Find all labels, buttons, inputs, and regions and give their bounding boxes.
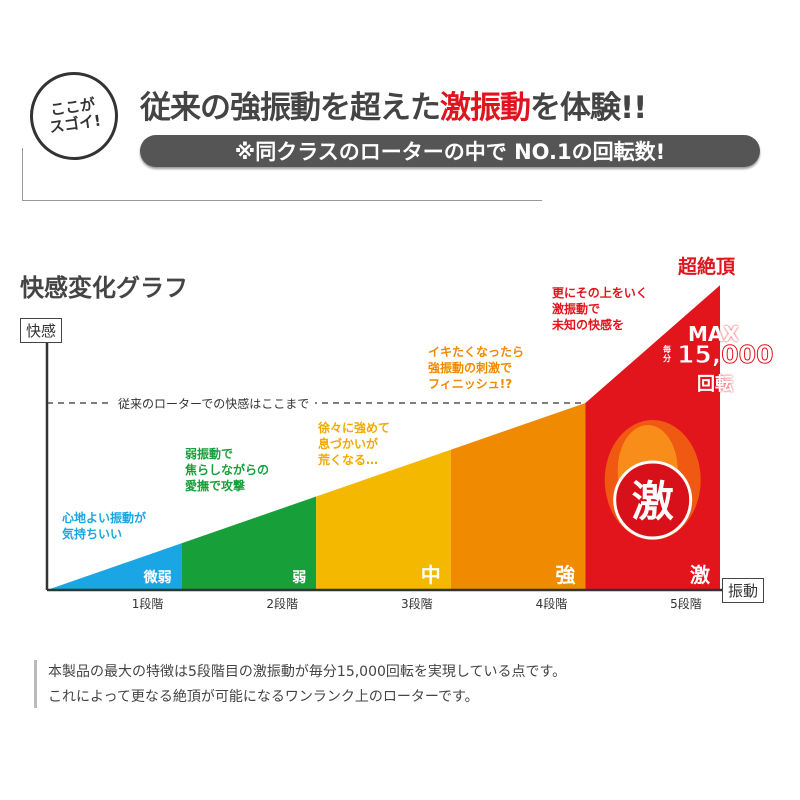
peak-label: 超絶頂 bbox=[678, 256, 736, 278]
x-tick-label: 3段階 bbox=[401, 596, 433, 611]
geki-circle bbox=[613, 460, 693, 540]
headline: 従来の強振動を超えた激振動を体験!! bbox=[140, 82, 647, 127]
geki-text: 激 bbox=[632, 477, 674, 526]
x-tick-label: 2段階 bbox=[266, 596, 298, 611]
x-tick-label: 5段階 bbox=[670, 596, 702, 611]
stage-area-1 bbox=[47, 543, 182, 590]
divider bbox=[22, 200, 542, 201]
footer-line-2: これによって更なる絶頂が可能になるワンランク上のローターです。 bbox=[48, 689, 479, 705]
reference-line-label: 従来のローターでの快感はここまで bbox=[112, 395, 316, 412]
headline-pre: 従来の強振動を超えた bbox=[140, 90, 441, 126]
stage-label: 強 bbox=[555, 563, 575, 587]
subheadline-pill: ※同クラスのローターの中で NO.1の回転数! bbox=[140, 135, 760, 167]
annotation-stage-4: イキたくなったら 強振動の刺激で フィニッシュ!? bbox=[428, 345, 525, 391]
annotation-stage-3: 徐々に強めて 息づかいが 荒くなる… bbox=[318, 421, 391, 467]
stage-area-2 bbox=[181, 496, 317, 590]
stage-label: 微弱 bbox=[143, 569, 172, 586]
stage-area-3 bbox=[316, 449, 451, 590]
headline-red: 激振動 bbox=[440, 90, 531, 126]
x-tick-label: 1段階 bbox=[132, 596, 164, 611]
x-axis-label: 振動 bbox=[722, 578, 765, 603]
max-unit-prefix: 毎分 bbox=[663, 345, 671, 363]
annotation-stage-2: 弱振動で 焦らしながらの 愛撫で攻撃 bbox=[185, 447, 270, 493]
headline-post: を体験!! bbox=[530, 90, 647, 126]
annotation-stage-5: 更にその上をいく 激振動で 未知の快感を bbox=[552, 286, 648, 332]
divider bbox=[22, 148, 23, 200]
footer-accent bbox=[34, 660, 37, 708]
max-unit: 回転 bbox=[697, 374, 733, 395]
x-tick-label: 4段階 bbox=[536, 596, 568, 611]
stage-label: 中 bbox=[421, 563, 441, 587]
chart-title: 快感変化グラフ bbox=[20, 274, 188, 302]
stage-label: 弱 bbox=[292, 570, 306, 586]
max-value: 15,000 bbox=[676, 340, 774, 370]
stage-area-4 bbox=[450, 403, 586, 590]
y-axis-label: 快感 bbox=[20, 318, 63, 343]
stage-label: 激 bbox=[690, 563, 710, 587]
annotation-stage-1: 心地よい振動が 気持ちいい bbox=[62, 511, 147, 541]
max-label: MAX bbox=[688, 322, 739, 346]
footer-line-1: 本製品の最大の特徴は5段階目の激振動が毎分15,000回転を実現している点です。 bbox=[48, 664, 567, 680]
